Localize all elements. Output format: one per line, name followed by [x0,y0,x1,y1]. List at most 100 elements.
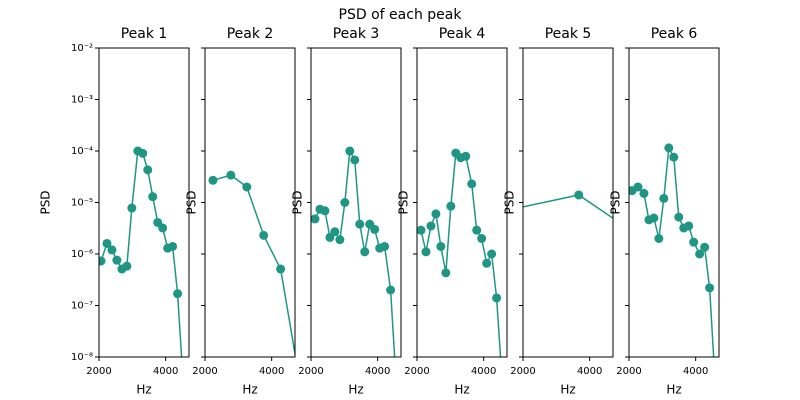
data-point [472,225,482,235]
data-point [639,188,649,198]
data-point [467,179,477,189]
data-point [311,214,320,224]
data-point [391,368,400,377]
data-point [178,368,187,377]
data-point [259,230,269,240]
x-tick-label: 4000 [259,366,284,377]
data-point [492,293,502,303]
data-point [112,255,122,265]
data-point [461,151,471,161]
data-point [350,155,360,165]
x-axis-label: Hz [242,383,257,397]
subplot: Peak 5 Hz PSD 2000 4000 [503,26,614,397]
data-point [654,233,664,243]
data-point [710,368,719,377]
data-point [497,368,506,377]
axes-frame [416,47,508,358]
y-tick-label: 10⁻² [71,43,93,54]
y-tick-label: 10⁻⁷ [71,301,93,312]
plot-area [629,143,719,377]
data-point [386,285,396,295]
y-axis-label: PSD [291,190,305,214]
y-axis-label: PSD [185,190,199,214]
axes-frame [522,47,614,358]
axes-frame [98,47,190,358]
data-line [314,148,396,357]
plot-area [99,146,187,377]
data-point [431,209,441,219]
x-tick-label: 4000 [683,366,708,377]
axes-frame [310,47,402,358]
data-point [276,264,286,274]
data-point [700,242,710,252]
subplot-title: Peak 4 [439,26,486,42]
data-point [138,148,148,158]
data-point [127,203,137,213]
subplot: Peak 2 Hz PSD 2000 4000 [185,26,296,397]
data-point [695,249,705,259]
x-axis-label: Hz [348,383,363,397]
data-point [482,258,492,268]
data-point [664,143,674,153]
data-point [669,152,679,162]
data-point [426,221,436,231]
data-point [477,233,487,243]
data-point [242,182,252,192]
plot-area [311,146,400,377]
y-axis-label: PSD [503,190,517,214]
data-point [441,268,451,278]
data-point [633,182,643,192]
data-point [122,261,132,271]
y-tick-label: 10⁻⁵ [71,198,93,209]
x-tick-label: 2000 [192,366,217,377]
data-point [421,247,431,257]
subplot-title: Peak 3 [333,26,380,42]
y-tick-label: 10⁻⁶ [71,249,93,260]
data-point [689,237,699,247]
y-axis-label: PSD [609,190,623,214]
data-point [360,247,370,257]
axes-frame [628,47,720,358]
data-point [436,241,446,251]
data-point [158,223,168,233]
plot-area [523,190,613,220]
data-point [674,212,684,222]
x-axis-label: Hz [136,383,151,397]
x-axis-label: Hz [560,383,575,397]
x-axis-label: Hz [454,383,469,397]
data-point [148,192,158,202]
data-point [340,198,350,207]
x-tick-label: 2000 [86,366,111,377]
x-tick-label: 2000 [616,366,641,377]
data-point [107,245,117,255]
data-point [417,225,426,235]
data-point [574,190,584,200]
data-point [659,193,669,203]
x-tick-label: 4000 [365,366,390,377]
axes-frame [204,47,296,358]
data-point [102,238,112,248]
data-line [631,145,715,357]
x-tick-label: 2000 [510,366,535,377]
data-line [523,194,613,220]
data-point [173,289,183,299]
y-tick-label: 10⁻³ [71,95,93,106]
data-point [446,201,456,211]
x-axis-label: Hz [666,383,681,397]
x-tick-label: 4000 [153,366,178,377]
data-point [99,256,106,266]
data-point [487,249,497,259]
data-point [649,213,659,223]
subplot: Peak 6 Hz PSD 2000 4000 [609,26,720,397]
data-point [380,241,390,251]
subplot-title: Peak 6 [651,26,698,42]
subplot: Peak 1 Hz PSD 2000 4000 10⁻⁸ 10⁻⁷ 10⁻⁶ 10⁻⁵ 10⁻⁴ 1… [39,26,190,397]
y-tick-label: 10⁻⁸ [71,352,93,363]
data-point [335,235,345,245]
subplot-title: Peak 5 [545,26,592,42]
data-point [320,206,330,216]
subplot-title: Peak 1 [121,26,168,42]
plot-area [208,170,295,357]
data-point [330,227,340,237]
